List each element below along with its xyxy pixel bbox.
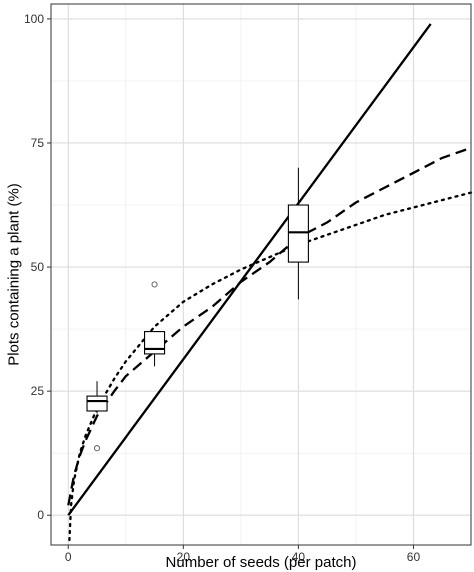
axes: 0 20 40 60 0 25 50 75 100 — [24, 12, 420, 564]
boxplot-box — [86, 395, 108, 412]
grid-lines — [51, 4, 471, 545]
x-tick-label: 60 — [407, 550, 421, 564]
boxplot-outlier — [151, 281, 158, 288]
y-axis-title: Plots containing a plant (%) — [6, 183, 23, 366]
series-lines — [67, 23, 473, 542]
boxplot-3 — [287, 167, 309, 300]
x-axis-title: Number of seeds (per patch) — [166, 554, 357, 571]
series-line-solid — [67, 23, 432, 516]
plot-border — [50, 3, 472, 546]
series-line-dashed — [67, 146, 472, 506]
boxplot-2 — [144, 281, 166, 367]
x-tick-label: 40 — [292, 550, 306, 564]
boxplot-box — [144, 331, 166, 355]
boxplots — [86, 167, 309, 452]
x-tick-label: 0 — [65, 550, 72, 564]
series-line-dotted — [68, 191, 473, 542]
y-tick-label: 75 — [31, 136, 45, 150]
y-tick-label: 100 — [24, 12, 44, 26]
boxplot-1 — [86, 381, 108, 452]
y-tick-label: 0 — [37, 508, 44, 522]
plot-panel — [51, 4, 471, 545]
y-tick-label: 50 — [31, 260, 45, 274]
y-tick-label: 25 — [31, 384, 45, 398]
boxplot-outlier — [93, 445, 101, 452]
boxplot-box — [287, 204, 309, 263]
x-tick-label: 20 — [177, 550, 191, 564]
